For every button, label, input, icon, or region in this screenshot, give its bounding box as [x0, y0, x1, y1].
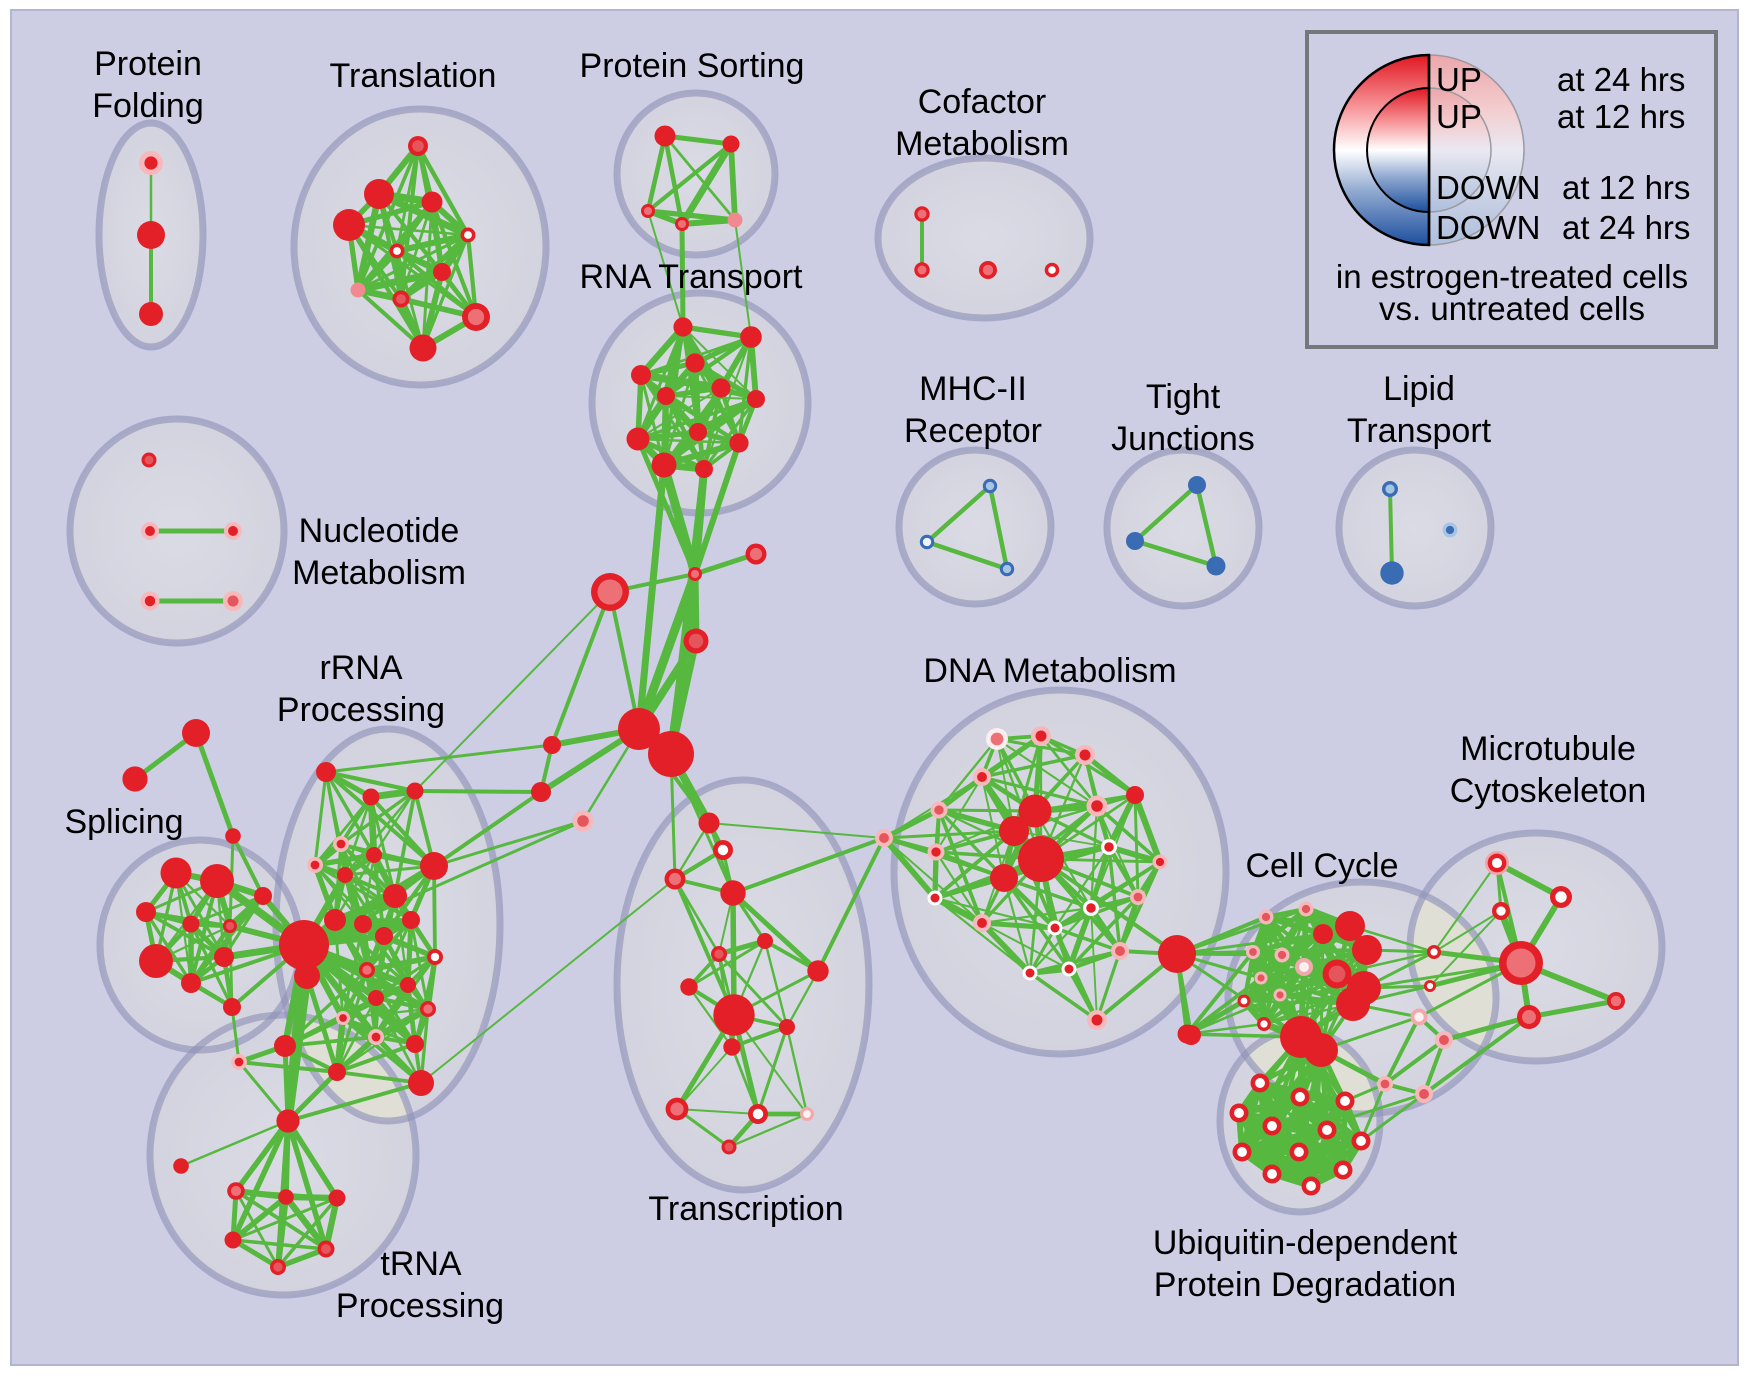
- svg-text:Cell Cycle: Cell Cycle: [1245, 847, 1398, 885]
- svg-text:Protein: Protein: [94, 45, 202, 83]
- svg-text:Cofactor: Cofactor: [918, 83, 1047, 121]
- svg-text:Processing: Processing: [277, 691, 445, 729]
- svg-text:Protein Degradation: Protein Degradation: [1154, 1266, 1456, 1304]
- svg-text:at 12 hrs: at 12 hrs: [1557, 98, 1685, 135]
- svg-text:Receptor: Receptor: [904, 412, 1042, 450]
- svg-text:at 24 hrs: at 24 hrs: [1562, 209, 1690, 246]
- svg-text:DOWN: DOWN: [1436, 209, 1540, 246]
- svg-text:UP: UP: [1436, 61, 1482, 98]
- svg-text:vs. untreated cells: vs. untreated cells: [1379, 290, 1645, 327]
- svg-text:DOWN: DOWN: [1436, 169, 1540, 206]
- svg-text:rRNA: rRNA: [319, 649, 402, 687]
- svg-text:Transport: Transport: [1347, 412, 1492, 450]
- svg-text:in estrogen-treated cells: in estrogen-treated cells: [1336, 258, 1688, 295]
- svg-text:MHC-II: MHC-II: [919, 370, 1027, 408]
- svg-text:tRNA: tRNA: [380, 1245, 462, 1283]
- svg-text:UP: UP: [1436, 98, 1482, 135]
- svg-text:at 12 hrs: at 12 hrs: [1562, 169, 1690, 206]
- svg-text:Folding: Folding: [92, 87, 204, 125]
- svg-text:DNA Metabolism: DNA Metabolism: [923, 652, 1176, 690]
- svg-text:Microtubule: Microtubule: [1460, 730, 1636, 768]
- svg-text:Metabolism: Metabolism: [895, 125, 1069, 163]
- svg-text:Translation: Translation: [330, 57, 497, 95]
- svg-text:Metabolism: Metabolism: [292, 554, 466, 592]
- svg-text:Processing: Processing: [336, 1287, 504, 1325]
- svg-text:RNA Transport: RNA Transport: [580, 258, 804, 296]
- svg-text:Transcription: Transcription: [648, 1190, 843, 1228]
- svg-text:Ubiquitin-dependent: Ubiquitin-dependent: [1153, 1224, 1458, 1262]
- svg-text:at 24 hrs: at 24 hrs: [1557, 61, 1685, 98]
- svg-text:Nucleotide: Nucleotide: [299, 512, 460, 550]
- svg-text:Cytoskeleton: Cytoskeleton: [1450, 772, 1647, 810]
- svg-text:Lipid: Lipid: [1383, 370, 1455, 408]
- svg-text:Junctions: Junctions: [1111, 420, 1255, 458]
- svg-text:Protein Sorting: Protein Sorting: [580, 47, 805, 85]
- svg-text:Splicing: Splicing: [64, 803, 183, 841]
- svg-text:Tight: Tight: [1146, 378, 1221, 416]
